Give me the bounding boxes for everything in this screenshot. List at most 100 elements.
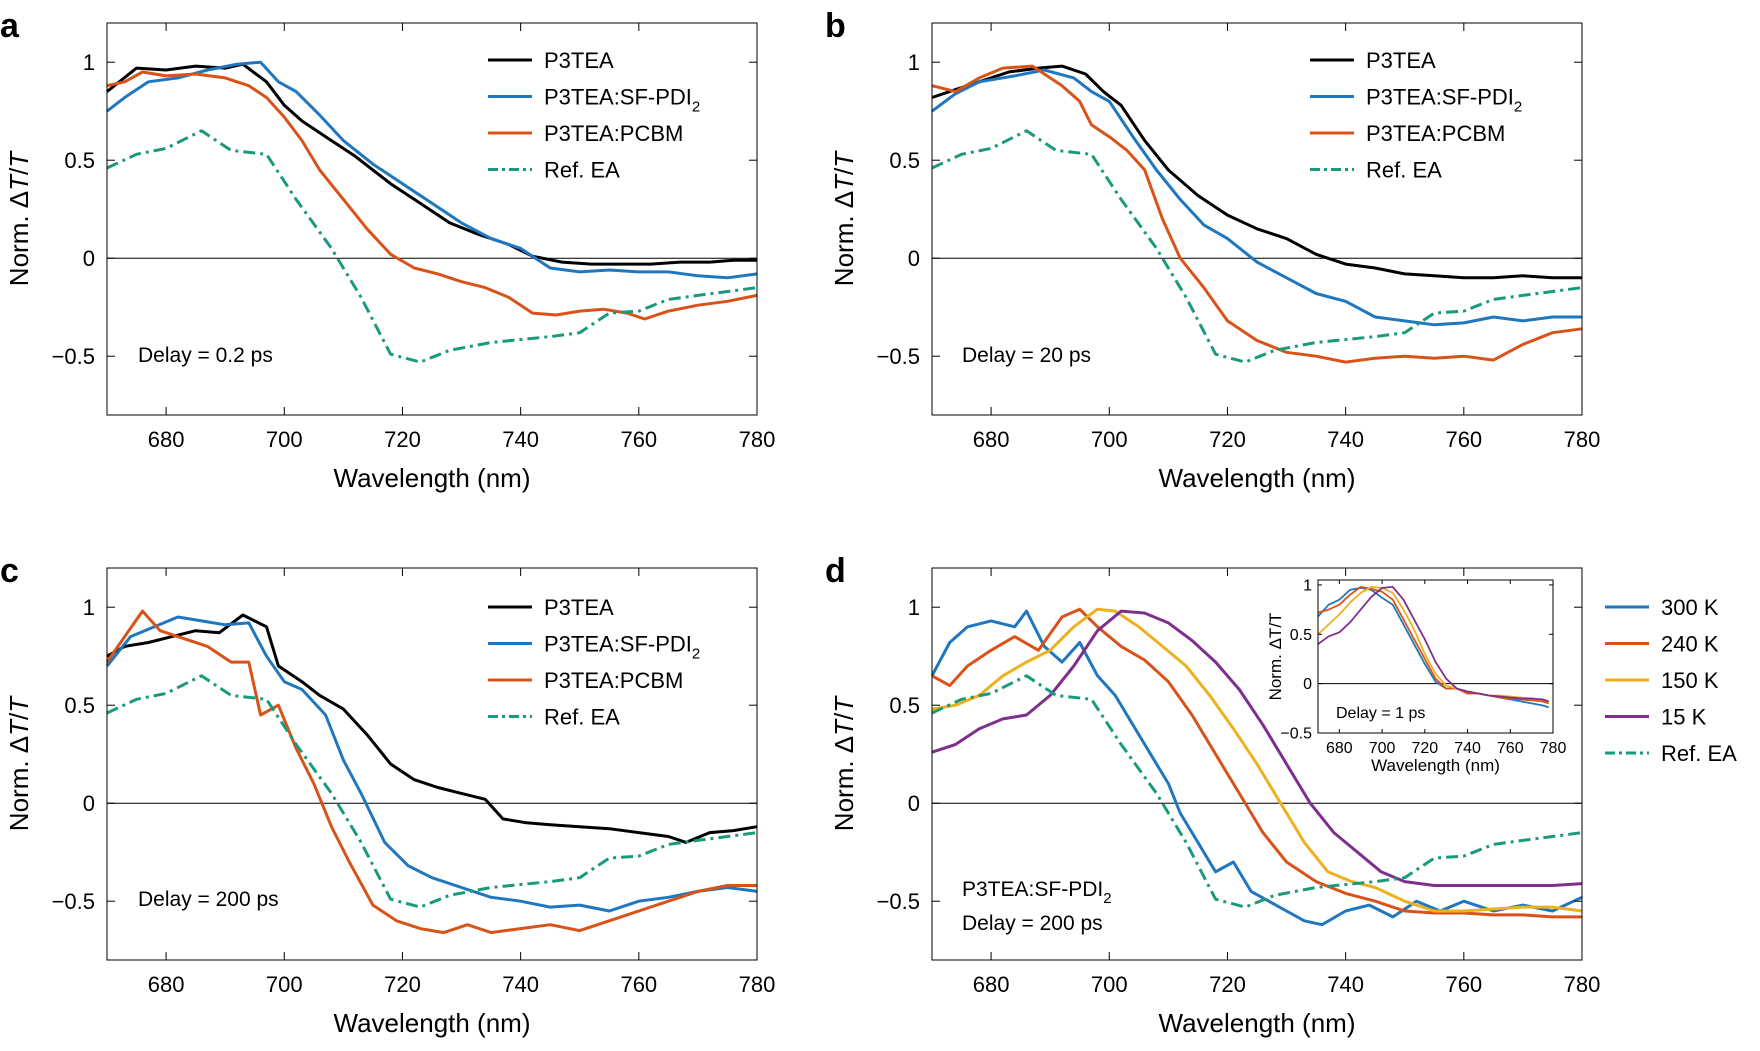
panel-d: 680 700 720 740 760 780 −0.5 0 0.5 1 d Wavelength (… [825, 552, 1737, 1038]
panel-letter: d [825, 552, 846, 590]
series-ref-ea-line [106, 129, 758, 364]
legend-label: P3TEA:SF-PDI2 [544, 85, 700, 116]
series-150-k-line [931, 607, 1583, 913]
y-tick-label: −0.5 [1280, 726, 1312, 743]
legend: 300 K 240 K 150 K 15 K Ref. EA [1605, 595, 1737, 766]
x-tick-label: 700 [266, 972, 303, 997]
panel-c: 680 700 720 740 760 780 −0.5 0 0.5 1 c Wavelength (… [0, 552, 775, 1038]
x-tick-label: 780 [739, 427, 776, 452]
inset-annotation: Delay = 1 ps [1336, 705, 1425, 722]
x-axis-label: Wavelength (nm) [334, 463, 531, 493]
x-tick-label: 720 [1411, 740, 1438, 757]
inset-x-axis-label: Wavelength (nm) [1371, 756, 1500, 775]
x-tick-label: 700 [1091, 972, 1128, 997]
y-axis-label: Norm. ΔT/T [4, 695, 34, 832]
y-tick-label: 0 [1303, 676, 1312, 693]
series-300-k-line [930, 609, 1583, 927]
y-tick-label: 0.5 [64, 693, 95, 718]
x-axis-label: Wavelength (nm) [1159, 463, 1356, 493]
y-tick-label: 0.5 [889, 148, 920, 173]
x-tick-label: 680 [148, 972, 185, 997]
x-tick-label: 720 [1209, 427, 1246, 452]
inset-y-axis-label: Norm. ΔT/T [1266, 613, 1285, 701]
plot-frame [931, 567, 1583, 961]
legend-label: 150 K [1661, 668, 1719, 693]
delay-annotation: Delay = 0.2 ps [138, 344, 273, 367]
y-tick-label: 0.5 [889, 693, 920, 718]
legend: P3TEA P3TEA:SF-PDI2 P3TEA:PCBM Ref. EA [488, 595, 700, 730]
x-tick-label: 760 [1445, 972, 1482, 997]
legend-label: Ref. EA [544, 158, 620, 183]
series-p3tea-pcbm-line [105, 609, 757, 935]
legend-label: P3TEA:SF-PDI2 [544, 632, 700, 663]
y-tick-label: 1 [908, 595, 920, 620]
series-240-k-line [931, 607, 1582, 919]
series-ref-ea-line [106, 674, 758, 909]
legend-label: 300 K [1661, 595, 1719, 620]
y-tick-label: 0 [83, 791, 95, 816]
series-15-k-line [1317, 586, 1549, 703]
plot-frame [931, 22, 1583, 416]
delay-annotation: P3TEA:SF-PDI2 [962, 878, 1112, 907]
y-tick-label: 0 [908, 246, 920, 271]
inset-panel: 680 700 720 740 760 780 −0.5 0 0.5 1 Delay = 1 ps W… [1266, 578, 1566, 775]
x-axis-label: Wavelength (nm) [334, 1008, 531, 1038]
series-p3tea-line [931, 64, 1582, 280]
x-tick-label: 780 [1540, 740, 1567, 757]
x-tick-label: 720 [384, 427, 421, 452]
x-tick-label: 780 [739, 972, 776, 997]
legend-label: P3TEA:PCBM [544, 121, 683, 146]
y-tick-label: 1 [1303, 578, 1312, 595]
legend-label: Ref. EA [1661, 741, 1737, 766]
y-tick-label: −0.5 [877, 344, 920, 369]
series-p3tea-pcbm-line [106, 70, 758, 321]
legend: P3TEA P3TEA:SF-PDI2 P3TEA:PCBM Ref. EA [1310, 48, 1522, 183]
panel-letter: a [0, 7, 20, 45]
y-tick-label: 0.5 [64, 148, 95, 173]
series-150-k-line [1317, 586, 1549, 703]
series-240-k-line [1317, 586, 1549, 705]
series-p3tea-sf-pdi2-line [105, 615, 758, 913]
x-tick-label: 740 [1327, 427, 1364, 452]
plot-frame [106, 22, 758, 416]
legend: P3TEA P3TEA:SF-PDI2 P3TEA:PCBM Ref. EA [488, 48, 700, 183]
legend-label: P3TEA:SF-PDI2 [1366, 85, 1522, 116]
y-tick-label: −0.5 [877, 889, 920, 914]
plot-frame [1317, 579, 1554, 734]
legend-label: Ref. EA [1366, 158, 1442, 183]
series-15-k-line [931, 609, 1583, 887]
y-tick-label: 0 [83, 246, 95, 271]
legend-label: P3TEA:PCBM [1366, 121, 1505, 146]
delay-annotation: Delay = 200 ps [962, 912, 1103, 935]
x-tick-label: 740 [1454, 740, 1481, 757]
x-tick-label: 700 [1091, 427, 1128, 452]
x-tick-label: 700 [1369, 740, 1396, 757]
y-tick-label: 1 [908, 50, 920, 75]
panel-letter: b [825, 7, 846, 45]
x-tick-label: 720 [1209, 972, 1246, 997]
x-tick-label: 700 [266, 427, 303, 452]
x-tick-label: 740 [502, 972, 539, 997]
legend-label: P3TEA:PCBM [544, 668, 683, 693]
x-tick-label: 680 [1326, 740, 1353, 757]
y-axis-label: Norm. ΔT/T [4, 150, 34, 287]
x-axis-label: Wavelength (nm) [1159, 1008, 1356, 1038]
legend-label: 240 K [1661, 632, 1719, 657]
y-tick-label: 0 [908, 791, 920, 816]
x-tick-label: 740 [502, 427, 539, 452]
x-tick-label: 780 [1564, 427, 1601, 452]
y-tick-label: 1 [83, 50, 95, 75]
x-tick-label: 740 [1327, 972, 1364, 997]
legend-label: P3TEA [544, 595, 614, 620]
x-tick-label: 680 [973, 972, 1010, 997]
delay-annotation: Delay = 200 ps [138, 888, 279, 911]
legend-label: P3TEA [544, 48, 614, 73]
delay-annotation: Delay = 20 ps [962, 344, 1091, 367]
x-tick-label: 760 [620, 972, 657, 997]
legend-label: P3TEA [1366, 48, 1436, 73]
x-tick-label: 780 [1564, 972, 1601, 997]
x-tick-label: 680 [973, 427, 1010, 452]
x-tick-label: 760 [1445, 427, 1482, 452]
panel-b: 680 700 720 740 760 780 −0.5 0 0.5 1 b Wavelength (… [825, 7, 1600, 493]
